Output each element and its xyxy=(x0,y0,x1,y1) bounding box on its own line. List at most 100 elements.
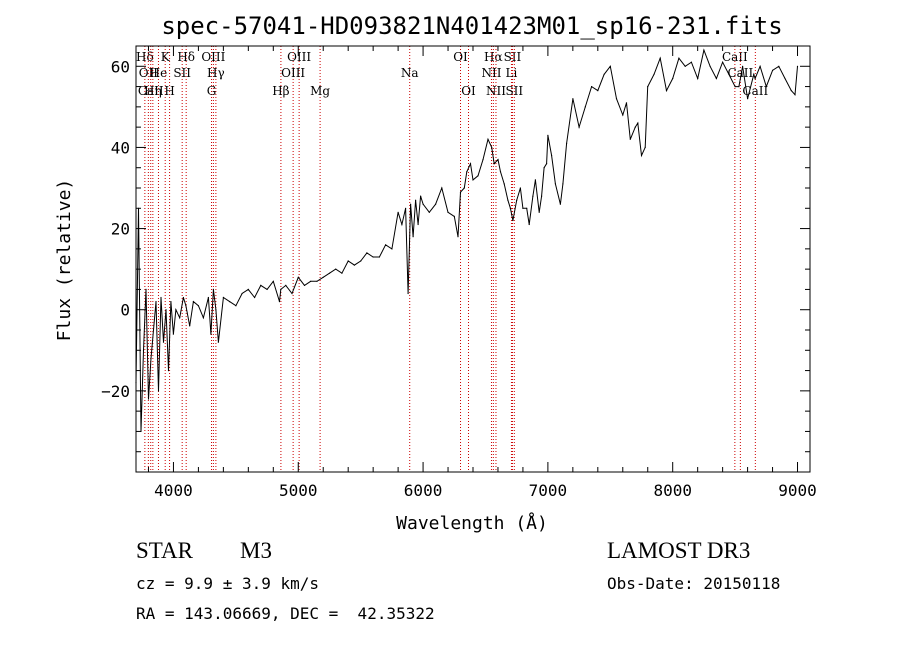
data-point xyxy=(625,102,628,104)
data-point xyxy=(254,296,256,299)
marker-label: NII xyxy=(486,84,506,98)
data-point xyxy=(160,296,162,299)
object-subclass: M3 xyxy=(240,538,272,563)
data-point xyxy=(772,69,774,71)
x-tick-label: 6000 xyxy=(404,481,443,500)
marker-label: OIII xyxy=(287,50,311,64)
data-point xyxy=(759,65,761,67)
data-point xyxy=(366,252,368,254)
plot-frame xyxy=(135,45,811,473)
data-point xyxy=(728,73,730,75)
data-point xyxy=(477,175,479,177)
data-point xyxy=(637,122,639,124)
data-point xyxy=(538,211,540,213)
data-point xyxy=(653,73,655,75)
data-point xyxy=(266,288,268,290)
data-point xyxy=(634,126,636,128)
data-point xyxy=(493,163,495,165)
x-tick-label: 7000 xyxy=(529,481,568,500)
data-point xyxy=(509,207,511,209)
data-point xyxy=(512,219,514,222)
data-point xyxy=(341,272,343,274)
chart-title: spec-57041-HD093821N401423M01_sp16-231.f… xyxy=(161,12,782,40)
data-point xyxy=(165,309,167,311)
data-point xyxy=(179,317,181,319)
data-point xyxy=(644,146,646,148)
data-point xyxy=(347,260,349,262)
marker-label: OI xyxy=(461,84,476,98)
data-point xyxy=(391,248,393,250)
data-point xyxy=(152,329,155,331)
marker-label: Hδ xyxy=(136,50,154,64)
data-point xyxy=(784,77,786,80)
data-point xyxy=(162,341,165,343)
data-point xyxy=(316,280,318,282)
data-point xyxy=(410,203,412,205)
marker-label: OI xyxy=(453,50,468,64)
data-point xyxy=(322,276,324,278)
marker-label: OII xyxy=(139,66,159,80)
y-tick-label: 20 xyxy=(111,220,130,239)
observation-date: Obs-Date: 20150118 xyxy=(607,574,781,593)
marker-label: SII xyxy=(505,84,523,98)
data-point xyxy=(584,106,586,108)
data-point xyxy=(541,195,543,197)
data-point xyxy=(435,203,437,205)
marker-label: OIII xyxy=(281,66,305,80)
data-point xyxy=(615,98,618,100)
redshift-cz: cz = 9.9 ± 3.9 km/s xyxy=(136,574,320,593)
data-point xyxy=(222,296,224,299)
data-point xyxy=(459,191,462,193)
data-point xyxy=(622,114,624,116)
y-tick-label: 0 xyxy=(120,301,130,320)
data-point xyxy=(210,333,212,335)
marker-label: SII xyxy=(173,66,191,80)
data-point xyxy=(241,292,243,295)
data-point xyxy=(417,223,419,226)
data-point xyxy=(697,77,699,80)
x-tick-label: 8000 xyxy=(653,481,692,500)
data-point xyxy=(272,280,274,282)
data-point xyxy=(487,138,489,140)
data-point xyxy=(734,86,736,88)
marker-label: Hα xyxy=(484,50,503,64)
data-point xyxy=(412,236,414,238)
data-point xyxy=(790,90,792,92)
marker-label: NII xyxy=(481,66,501,80)
data-point xyxy=(212,288,214,290)
y-axis-ticks: −20 0 20 40 60 xyxy=(101,45,810,453)
data-point xyxy=(709,65,711,67)
marker-label: H xyxy=(164,84,174,98)
data-point xyxy=(678,57,680,59)
marker-label: CaII xyxy=(138,84,164,98)
data-point xyxy=(796,65,799,67)
data-point xyxy=(672,77,674,80)
data-point xyxy=(335,268,337,270)
data-point xyxy=(397,211,399,213)
data-point xyxy=(145,288,147,290)
flux-series xyxy=(135,48,799,432)
data-point xyxy=(453,215,455,217)
data-point xyxy=(753,73,755,75)
data-point xyxy=(457,236,459,238)
flux-line xyxy=(135,48,798,432)
data-point xyxy=(310,280,312,282)
data-point xyxy=(572,98,574,100)
data-point xyxy=(207,296,209,299)
data-point xyxy=(765,86,767,88)
data-point xyxy=(472,179,474,181)
data-point xyxy=(722,61,724,63)
data-point xyxy=(522,207,524,209)
data-point xyxy=(532,195,534,197)
data-point xyxy=(285,284,287,286)
marker-label: He xyxy=(150,66,168,80)
marker-label: Na xyxy=(401,66,419,80)
y-tick-label: 40 xyxy=(111,138,130,157)
data-point xyxy=(559,203,562,205)
data-point xyxy=(385,244,387,246)
data-point xyxy=(147,398,150,400)
data-point xyxy=(217,341,219,343)
data-point xyxy=(328,272,331,274)
data-point xyxy=(229,301,231,303)
